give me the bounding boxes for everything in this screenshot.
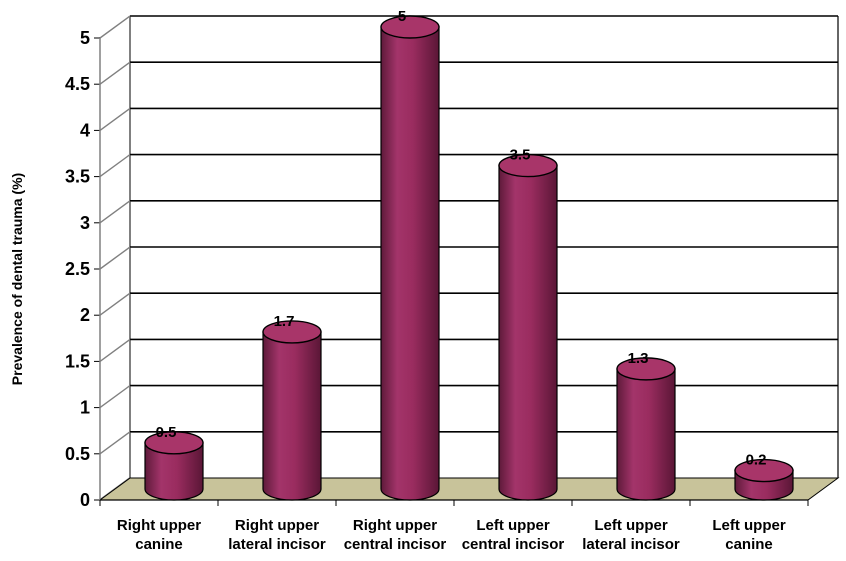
gridline-depth (99, 246, 131, 270)
bar (380, 15, 440, 501)
x-category-label: Left upper central incisor (462, 517, 565, 553)
bar-top (380, 15, 440, 39)
chart-walls (99, 16, 839, 501)
data-label: 0.5 (156, 424, 177, 441)
y-axis-label: Prevalence of dental trauma (%) (9, 173, 25, 385)
floor-plane (98, 477, 840, 501)
gridline-depth (99, 292, 131, 316)
gridline-depth (99, 338, 131, 362)
bar-body (262, 331, 322, 501)
bar-body (144, 442, 204, 501)
bar-body (498, 165, 558, 501)
bar-top (734, 458, 794, 483)
data-label: 1.3 (628, 350, 649, 367)
x-category-label: Left upper canine (712, 517, 785, 553)
x-category-label: Left upper lateral incisor (582, 517, 680, 553)
gridline-depth (99, 385, 131, 409)
gridline-depth (99, 154, 131, 178)
bar (616, 357, 676, 501)
y-tick-label: 2.5 (65, 259, 90, 279)
gridline-depth (99, 107, 131, 131)
gridlines (99, 15, 838, 455)
bar-top (262, 320, 322, 344)
gridline-depth (99, 200, 131, 224)
bar-top (498, 153, 558, 178)
bar-top (144, 431, 204, 455)
data-label: 0.2 (746, 452, 767, 469)
y-tick-label: 4.5 (65, 74, 90, 94)
y-tick-label: 1.5 (65, 351, 90, 371)
bar-top (616, 357, 676, 381)
gridline-depth (99, 431, 131, 455)
y-tick-label: 3 (80, 213, 90, 233)
x-category-label: Right upper central incisor (344, 517, 447, 553)
x-category-label: Right upper lateral incisor (228, 517, 326, 553)
y-tick-label: 1 (80, 398, 90, 418)
bar (144, 431, 204, 501)
gridline-depth (99, 15, 131, 39)
data-label: 3.5 (510, 147, 531, 164)
x-axis: Right upper canine Right upper lateral inci… (99, 499, 809, 553)
x-category-label: Right upper canine (117, 517, 201, 553)
bars (144, 15, 794, 501)
y-tick-label: 0.5 (65, 444, 90, 464)
y-tick-label: 0 (80, 490, 90, 510)
chart-floor (98, 477, 840, 501)
bar (498, 153, 558, 501)
y-tick-label: 3.5 (65, 167, 90, 187)
y-tick-label: 2 (80, 305, 90, 325)
bar-body (380, 26, 440, 501)
bar (734, 458, 794, 501)
y-tick-label: 4 (80, 120, 90, 140)
data-label: 5 (398, 8, 406, 25)
data-labels: 0.5 1.7 5 3.5 1.3 0.2 (156, 8, 767, 469)
bar-body (616, 368, 676, 501)
gridline-depth (99, 61, 131, 85)
data-label: 1.7 (274, 313, 295, 330)
y-tick-label: 5 (80, 28, 90, 48)
bar (262, 320, 322, 501)
y-axis: 0 0.5 1 1.5 2 2.5 3 3.5 4 4.5 5 (65, 28, 101, 510)
